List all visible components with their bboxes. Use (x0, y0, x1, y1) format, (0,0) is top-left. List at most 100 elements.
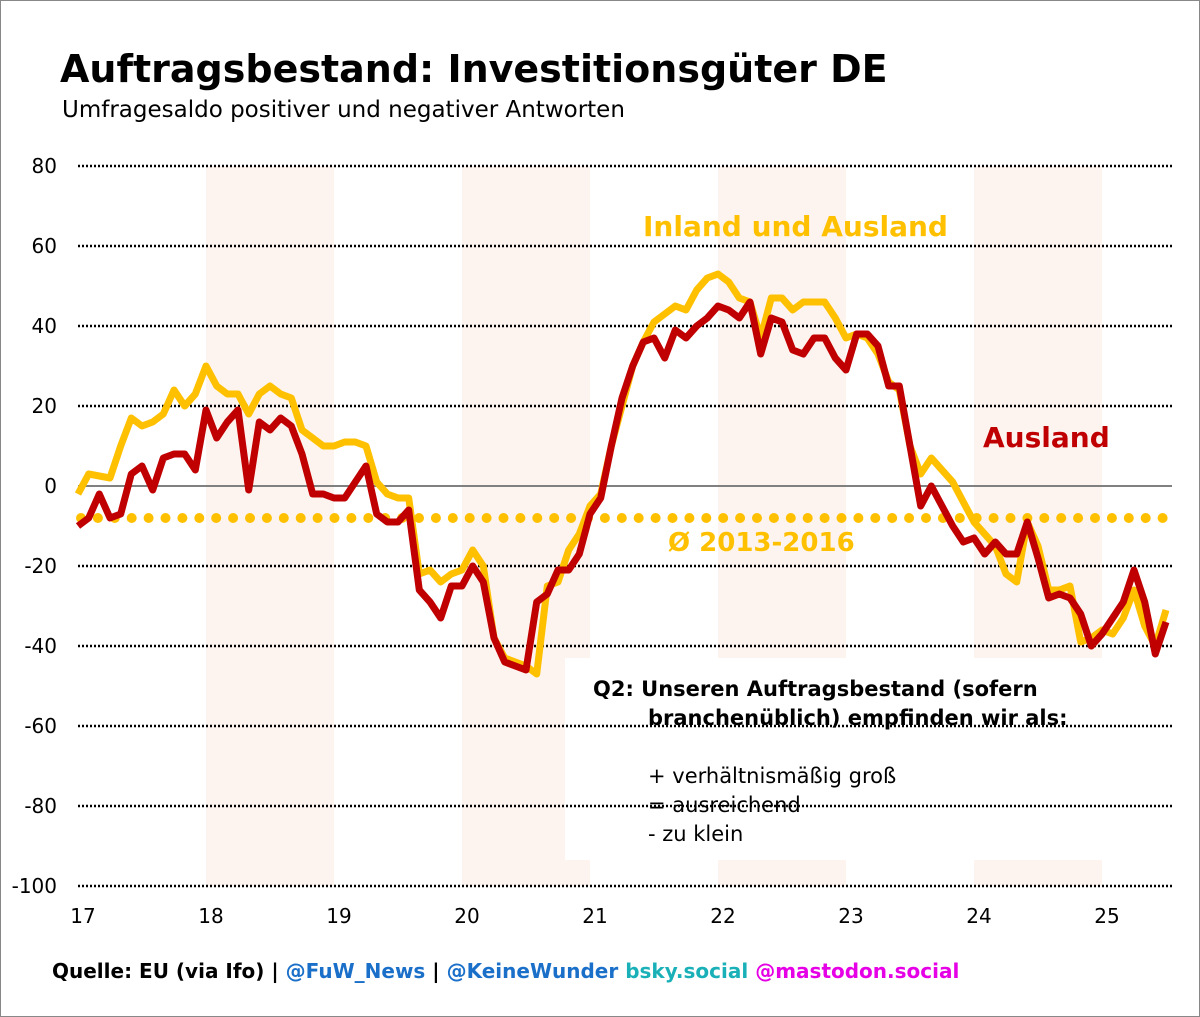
reference-dot (684, 513, 695, 523)
reference-dot (278, 513, 289, 523)
y-tick-label: 80 (32, 154, 57, 178)
reference-dot (904, 513, 915, 523)
reference-dot (498, 513, 509, 523)
series-label-inland-ausland: Inland und Ausland (643, 210, 948, 243)
annotation-option-2: = ausreichend (648, 793, 801, 817)
reference-dot (819, 513, 830, 523)
shaded-band (206, 166, 334, 886)
footer-bsky[interactable]: bsky.social (625, 959, 748, 983)
x-tick-label: 18 (198, 904, 223, 928)
reference-line-label: Ø 2013-2016 (668, 528, 855, 558)
reference-dot (718, 513, 729, 523)
y-tick-label: 0 (44, 474, 57, 498)
reference-dot (126, 513, 137, 523)
reference-dot (295, 513, 306, 523)
reference-dot (464, 513, 475, 523)
reference-dot (1123, 513, 1134, 523)
y-tick-label: -20 (24, 554, 57, 578)
reference-dot (414, 513, 424, 523)
chart-title: Auftragsbestand: Investitionsgüter DE (60, 47, 888, 91)
reference-dot (1056, 513, 1067, 523)
reference-dot (346, 513, 357, 523)
annotation-option-1: + verhältnismäßig groß (648, 764, 896, 788)
reference-dot (430, 513, 441, 523)
y-tick-label: -80 (24, 794, 57, 818)
x-tick-label: 20 (454, 904, 479, 928)
reference-dot (768, 513, 779, 523)
reference-dot (921, 513, 931, 523)
reference-dot (802, 513, 813, 523)
reference-dot (1039, 513, 1050, 523)
annotation-box (565, 658, 1143, 860)
reference-dot (785, 513, 796, 523)
reference-dot (650, 513, 661, 523)
reference-dot (1106, 513, 1117, 523)
reference-dot (245, 513, 255, 523)
reference-dot (667, 513, 678, 523)
reference-dot (143, 513, 154, 523)
reference-dot (853, 513, 864, 523)
annotation-option-3: - zu klein (648, 822, 743, 846)
series-label-ausland: Ausland (983, 421, 1110, 454)
reference-dot (633, 513, 644, 523)
x-tick-label: 17 (70, 904, 95, 928)
y-tick-label: -60 (24, 714, 57, 738)
reference-dot (870, 513, 881, 523)
y-tick-label: 60 (32, 234, 57, 258)
footer-handle-fuw[interactable]: @FuW_News (286, 959, 426, 983)
footer-source: Quelle: EU (via Ifo) | (52, 959, 279, 983)
y-tick-label: -100 (12, 874, 57, 898)
annotation-question-2: branchenüblich) empfinden wir als: (648, 706, 1068, 730)
footer: Quelle: EU (via Ifo) | @FuW_News | @Kein… (52, 959, 959, 983)
y-axis: 80 60 40 20 0 -20 -40 -60 -80 -100 (12, 154, 57, 898)
reference-dot (1140, 513, 1151, 523)
reference-dot (329, 513, 340, 523)
series-lines (74, 270, 1170, 678)
reference-dot (887, 513, 898, 523)
x-tick-label: 19 (326, 904, 351, 928)
reference-dot (228, 513, 239, 523)
reference-dot (988, 513, 999, 523)
x-tick-label: 21 (582, 904, 607, 928)
x-tick-label: 23 (838, 904, 863, 928)
reference-dot (481, 513, 492, 523)
reference-dot (616, 513, 627, 523)
reference-dot (532, 513, 543, 523)
reference-dot (312, 513, 323, 523)
reference-dot (1073, 513, 1084, 523)
reference-dot (177, 513, 188, 523)
reference-dot (92, 513, 103, 523)
reference-dot (515, 513, 526, 523)
x-axis: 17 18 19 20 21 22 23 24 25 (70, 904, 1119, 928)
reference-dot (160, 513, 171, 523)
reference-dot (954, 513, 965, 523)
x-tick-label: 22 (710, 904, 735, 928)
reference-dot (836, 513, 847, 523)
chart-subtitle: Umfragesaldo positiver und negativer Ant… (62, 97, 625, 123)
reference-dot (599, 513, 610, 523)
grid (78, 164, 1172, 888)
y-tick-label: -40 (24, 634, 57, 658)
y-tick-label: 20 (32, 394, 57, 418)
x-tick-label: 25 (1094, 904, 1119, 928)
reference-dot (1090, 513, 1100, 523)
footer-separator: | (432, 959, 439, 983)
footer-handle-keinewunder[interactable]: @KeineWunder (447, 959, 619, 983)
reference-dot (566, 513, 577, 523)
reference-dot (735, 513, 746, 523)
reference-dot (194, 513, 205, 523)
reference-dot (363, 513, 374, 523)
reference-dot (752, 513, 762, 523)
reference-dot (1005, 513, 1016, 523)
reference-dot (261, 513, 272, 523)
x-tick-label: 24 (966, 904, 991, 928)
reference-dot (447, 513, 458, 523)
annotation-question-1: Q2: Unseren Auftragsbestand (sofern (593, 677, 1038, 701)
series-line-ausland (75, 298, 1170, 674)
reference-dot (701, 513, 712, 523)
footer-mastodon[interactable]: @mastodon.social (755, 959, 959, 983)
reference-dot (549, 513, 560, 523)
reference-dot (1157, 513, 1168, 523)
y-tick-label: 40 (32, 314, 57, 338)
